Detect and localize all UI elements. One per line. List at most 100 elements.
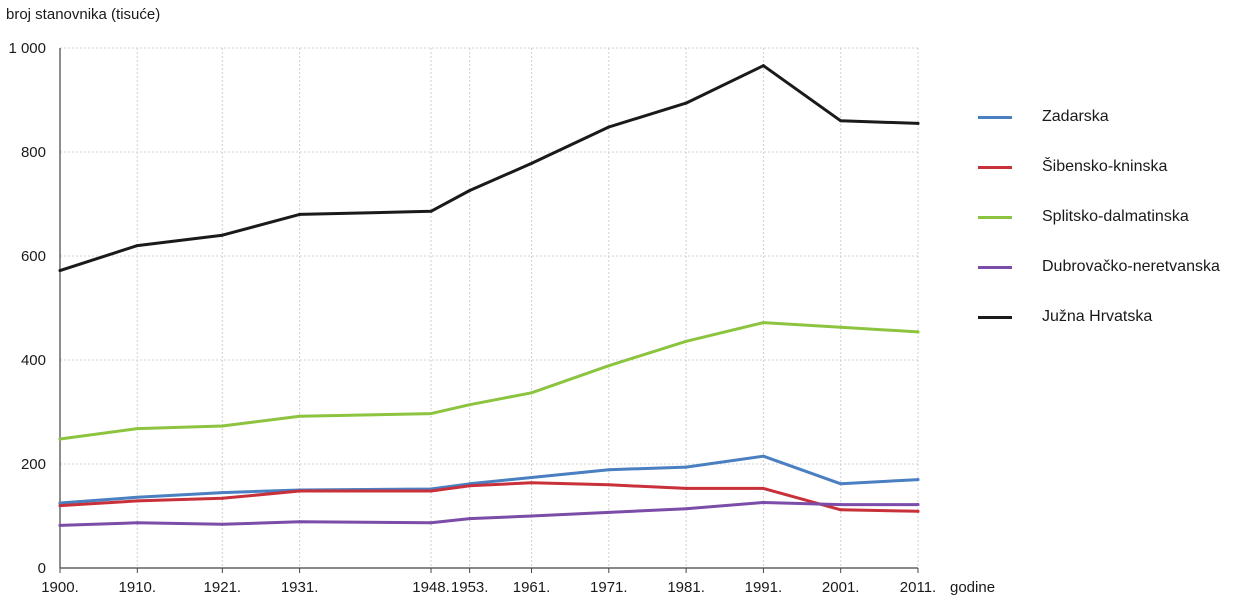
legend-item-sibensko-kninska: Šibensko-kninska (978, 142, 1220, 192)
data-point-dubrovacko-neretvanska (761, 500, 765, 504)
data-point-splitsko-dalmatinska (429, 412, 433, 416)
x-axis-title: godine (950, 579, 995, 596)
x-tick-label: 1981. (667, 579, 705, 596)
data-point-sibensko-kninska (761, 486, 765, 490)
legend-swatch-sibensko-kninska (978, 165, 1012, 169)
data-point-sibensko-kninska (298, 489, 302, 493)
x-tick-label: 1900. (41, 579, 79, 596)
data-point-splitsko-dalmatinska (298, 414, 302, 418)
legend-swatch-zadarska (978, 115, 1012, 119)
data-point-zadarska (684, 465, 688, 469)
y-tick-label: 600 (21, 248, 46, 265)
data-point-juzna-hrvatska (298, 212, 302, 216)
data-point-juzna-hrvatska (607, 125, 611, 129)
legend-label-juzna-hrvatska: Južna Hrvatska (1042, 308, 1153, 325)
data-point-juzna-hrvatska (58, 269, 62, 273)
x-tick-label: 1961. (513, 579, 551, 596)
legend-swatch-juzna-hrvatska (978, 315, 1012, 319)
data-point-sibensko-kninska (429, 489, 433, 493)
data-point-sibensko-kninska (684, 486, 688, 490)
data-point-sibensko-kninska (530, 481, 534, 485)
x-tick-label: 1971. (590, 579, 628, 596)
data-point-dubrovacko-neretvanska (429, 521, 433, 525)
y-tick-label: 400 (21, 352, 46, 369)
data-point-splitsko-dalmatinska (220, 424, 224, 428)
legend-swatch-dubrovacko-neretvanska (978, 265, 1012, 269)
y-tick-label: 200 (21, 456, 46, 473)
x-tick-label: 1948. (412, 579, 450, 596)
series-line-sibensko-kninska (58, 481, 920, 513)
legend-swatch-splitsko-dalmatinska (978, 215, 1012, 219)
data-point-splitsko-dalmatinska (58, 437, 62, 441)
data-point-dubrovacko-neretvanska (468, 517, 472, 521)
y-axis-title: broj stanovnika (tisuće) (6, 6, 161, 23)
data-point-dubrovacko-neretvanska (530, 514, 534, 518)
data-point-dubrovacko-neretvanska (839, 503, 843, 507)
series-line-splitsko-dalmatinska (58, 321, 920, 441)
axes (59, 48, 919, 573)
legend: Zadarska Šibensko-kninska Splitsko-dalma… (978, 92, 1220, 342)
y-tick-label: 0 (38, 560, 46, 577)
data-point-sibensko-kninska (468, 484, 472, 488)
legend-item-juzna-hrvatska: Južna Hrvatska (978, 292, 1220, 342)
data-point-zadarska (58, 501, 62, 505)
data-point-zadarska (530, 476, 534, 480)
data-point-splitsko-dalmatinska (135, 427, 139, 431)
legend-item-dubrovacko-neretvanska: Dubrovačko-neretvanska (978, 242, 1220, 292)
data-point-zadarska (916, 478, 920, 482)
data-point-dubrovacko-neretvanska (916, 503, 920, 507)
data-point-juzna-hrvatska (761, 64, 765, 68)
y-tick-label: 800 (21, 144, 46, 161)
data-point-splitsko-dalmatinska (530, 391, 534, 395)
data-point-zadarska (135, 495, 139, 499)
data-point-sibensko-kninska (839, 508, 843, 512)
data-point-splitsko-dalmatinska (684, 339, 688, 343)
data-point-sibensko-kninska (58, 504, 62, 508)
data-point-dubrovacko-neretvanska (684, 507, 688, 511)
data-point-sibensko-kninska (916, 509, 920, 513)
x-tick-label: 1931. (281, 579, 319, 596)
legend-label-splitsko-dalmatinska: Splitsko-dalmatinska (1042, 208, 1189, 225)
data-point-juzna-hrvatska (468, 188, 472, 192)
x-tick-label: 2011. (900, 579, 936, 596)
data-point-juzna-hrvatska (530, 161, 534, 165)
data-point-dubrovacko-neretvanska (220, 522, 224, 526)
data-point-splitsko-dalmatinska (839, 325, 843, 329)
data-point-zadarska (761, 454, 765, 458)
legend-label-zadarska: Zadarska (1042, 108, 1109, 125)
data-point-juzna-hrvatska (839, 119, 843, 123)
legend-label-dubrovacko-neretvanska: Dubrovačko-neretvanska (1042, 258, 1220, 275)
data-point-sibensko-kninska (607, 483, 611, 487)
x-tick-label: 1910. (119, 579, 157, 596)
data-point-splitsko-dalmatinska (916, 330, 920, 334)
data-point-juzna-hrvatska (429, 209, 433, 213)
series-line-dubrovacko-neretvanska (58, 501, 920, 527)
data-point-splitsko-dalmatinska (468, 403, 472, 407)
tick-labels: 0 200 400 600 800 1 000 1900. 1910. 1921. 1931. 19… (8, 40, 995, 596)
legend-item-zadarska: Zadarska (978, 92, 1220, 142)
gridlines (60, 47, 919, 568)
data-point-zadarska (839, 482, 843, 486)
data-point-splitsko-dalmatinska (607, 364, 611, 368)
data-point-juzna-hrvatska (916, 121, 920, 125)
data-point-sibensko-kninska (220, 496, 224, 500)
data-point-zadarska (607, 468, 611, 472)
data-point-dubrovacko-neretvanska (298, 520, 302, 524)
data-point-dubrovacko-neretvanska (58, 523, 62, 527)
data-point-juzna-hrvatska (684, 101, 688, 105)
x-tick-label: 1991. (745, 579, 783, 596)
data-point-dubrovacko-neretvanska (607, 510, 611, 514)
data-point-dubrovacko-neretvanska (135, 521, 139, 525)
series-lines (58, 64, 920, 527)
data-point-juzna-hrvatska (135, 244, 139, 248)
data-point-splitsko-dalmatinska (761, 321, 765, 325)
x-tick-label: 1953. (451, 579, 489, 596)
data-point-zadarska (220, 491, 224, 495)
data-point-juzna-hrvatska (220, 233, 224, 237)
x-tick-label: 2001. (822, 579, 860, 596)
legend-label-sibensko-kninska: Šibensko-kninska (1042, 158, 1168, 175)
y-tick-label: 1 000 (8, 40, 46, 57)
legend-item-splitsko-dalmatinska: Splitsko-dalmatinska (978, 192, 1220, 242)
series-line-zadarska (58, 454, 920, 505)
